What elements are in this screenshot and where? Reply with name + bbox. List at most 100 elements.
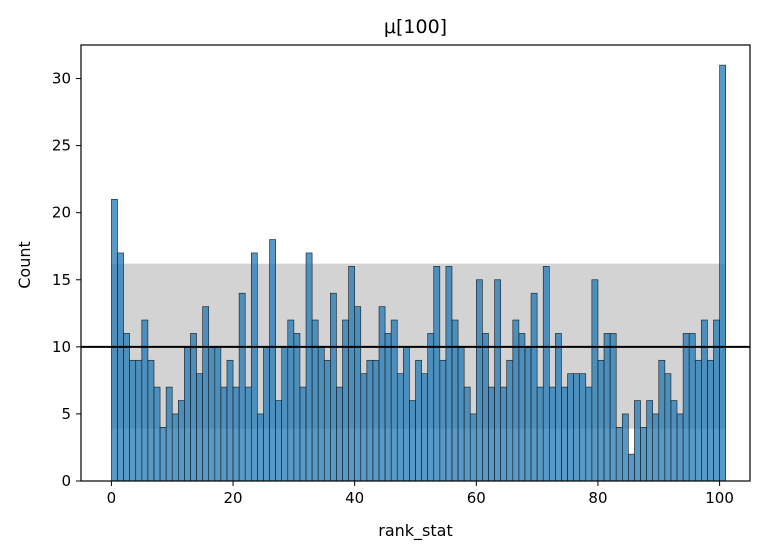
- histogram-bar: [208, 346, 216, 482]
- histogram-bar: [524, 346, 532, 482]
- histogram-bar: [366, 359, 374, 482]
- histogram-bar: [123, 333, 130, 482]
- histogram-bar: [457, 346, 465, 482]
- histogram-bar: [330, 292, 337, 482]
- histogram-bar: [615, 427, 623, 482]
- histogram-bar: [567, 373, 574, 482]
- histogram-bar: [342, 319, 349, 482]
- histogram-bar: [360, 373, 368, 482]
- histogram-bar: [135, 359, 143, 482]
- x-tick-label: 40: [345, 489, 364, 507]
- histogram-bar: [609, 333, 617, 482]
- histogram-bar: [159, 427, 167, 482]
- histogram-bar: [390, 319, 398, 482]
- histogram-bar: [275, 400, 283, 482]
- histogram-bar: [469, 413, 477, 482]
- histogram-bar: [676, 413, 684, 482]
- histogram-bar: [311, 319, 319, 482]
- histogram-bar: [713, 319, 720, 482]
- histogram-bar: [287, 319, 295, 482]
- histogram-bar: [476, 279, 483, 482]
- y-tick-label: 20: [52, 204, 71, 222]
- histogram-bar: [628, 453, 635, 482]
- histogram-bar: [573, 373, 581, 482]
- histogram-bar: [488, 386, 495, 482]
- histogram-bar: [409, 400, 416, 482]
- histogram-bar: [269, 239, 276, 482]
- histogram-bar: [378, 306, 386, 482]
- histogram-bar: [323, 359, 331, 482]
- histogram-bar: [494, 279, 501, 482]
- histogram-bar: [220, 386, 228, 482]
- histogram-bar: [214, 346, 222, 482]
- histogram-bar: [451, 319, 459, 482]
- histogram-bar: [171, 413, 179, 482]
- histogram-bar: [634, 400, 641, 482]
- y-tick-label: 15: [52, 271, 71, 289]
- histogram-bar: [263, 346, 270, 482]
- histogram-bar: [512, 319, 520, 482]
- histogram-bar: [579, 373, 587, 482]
- x-axis-label: rank_stat: [378, 521, 452, 541]
- histogram-bar: [238, 292, 246, 482]
- histogram-bar: [433, 266, 441, 482]
- histogram-bar: [111, 198, 118, 482]
- histogram-bar: [257, 413, 264, 482]
- histogram-bar: [542, 266, 550, 482]
- histogram-bar: [536, 386, 544, 482]
- x-tick-label: 20: [223, 489, 242, 507]
- histogram-bar: [518, 333, 526, 482]
- histogram-bar: [707, 359, 714, 482]
- plot-frame: [80, 44, 751, 482]
- histogram-bar: [682, 333, 690, 482]
- histogram-bar: [664, 373, 672, 482]
- histogram-bar: [190, 333, 197, 482]
- histogram-bar: [348, 266, 355, 482]
- histogram-bar: [561, 386, 568, 482]
- histogram-bar: [147, 359, 155, 482]
- histogram-bar: [415, 359, 422, 482]
- histogram-bar: [621, 413, 629, 482]
- histogram-bar: [482, 333, 489, 482]
- histogram-bar: [719, 64, 726, 482]
- histogram-bar: [178, 400, 185, 482]
- histogram-bar: [646, 400, 653, 482]
- histogram-bar: [658, 359, 666, 482]
- histogram-bar: [141, 319, 149, 482]
- histogram-bar: [421, 373, 428, 482]
- histogram-bar: [317, 346, 325, 482]
- histogram-bar: [427, 333, 435, 482]
- x-tick-label: 100: [705, 489, 734, 507]
- histogram-bar: [591, 279, 599, 482]
- histogram-bar: [281, 346, 289, 482]
- histogram-bar: [305, 252, 313, 482]
- histogram-bar: [555, 333, 562, 482]
- histogram-bar: [597, 359, 605, 482]
- histogram-bar: [165, 386, 173, 482]
- histogram-bar: [354, 306, 362, 482]
- y-tick-label: 25: [52, 137, 71, 155]
- y-tick-label: 10: [52, 338, 71, 356]
- histogram-bar: [250, 252, 258, 482]
- histogram-bar: [701, 319, 708, 482]
- chart-title: μ[100]: [384, 16, 447, 38]
- histogram-bar: [396, 373, 404, 482]
- histogram-bar: [445, 266, 453, 482]
- x-tick-label: 60: [467, 489, 486, 507]
- histogram-bar: [652, 413, 660, 482]
- histogram-bar: [299, 386, 307, 482]
- histogram-bar: [196, 373, 203, 482]
- histogram-bar: [670, 400, 678, 482]
- x-axis: 0 20 40 60 80 100: [107, 481, 734, 507]
- histogram-bar: [384, 333, 392, 482]
- histogram-bar: [585, 386, 593, 482]
- histogram-bar: [694, 359, 702, 482]
- histogram-bar: [293, 333, 301, 482]
- histogram-bar: [548, 386, 556, 482]
- histogram-bar: [184, 346, 191, 482]
- y-axis-label: Count: [15, 241, 34, 289]
- histogram-bar: [202, 306, 210, 482]
- histogram-bar: [226, 359, 234, 482]
- histogram-bar: [153, 386, 161, 482]
